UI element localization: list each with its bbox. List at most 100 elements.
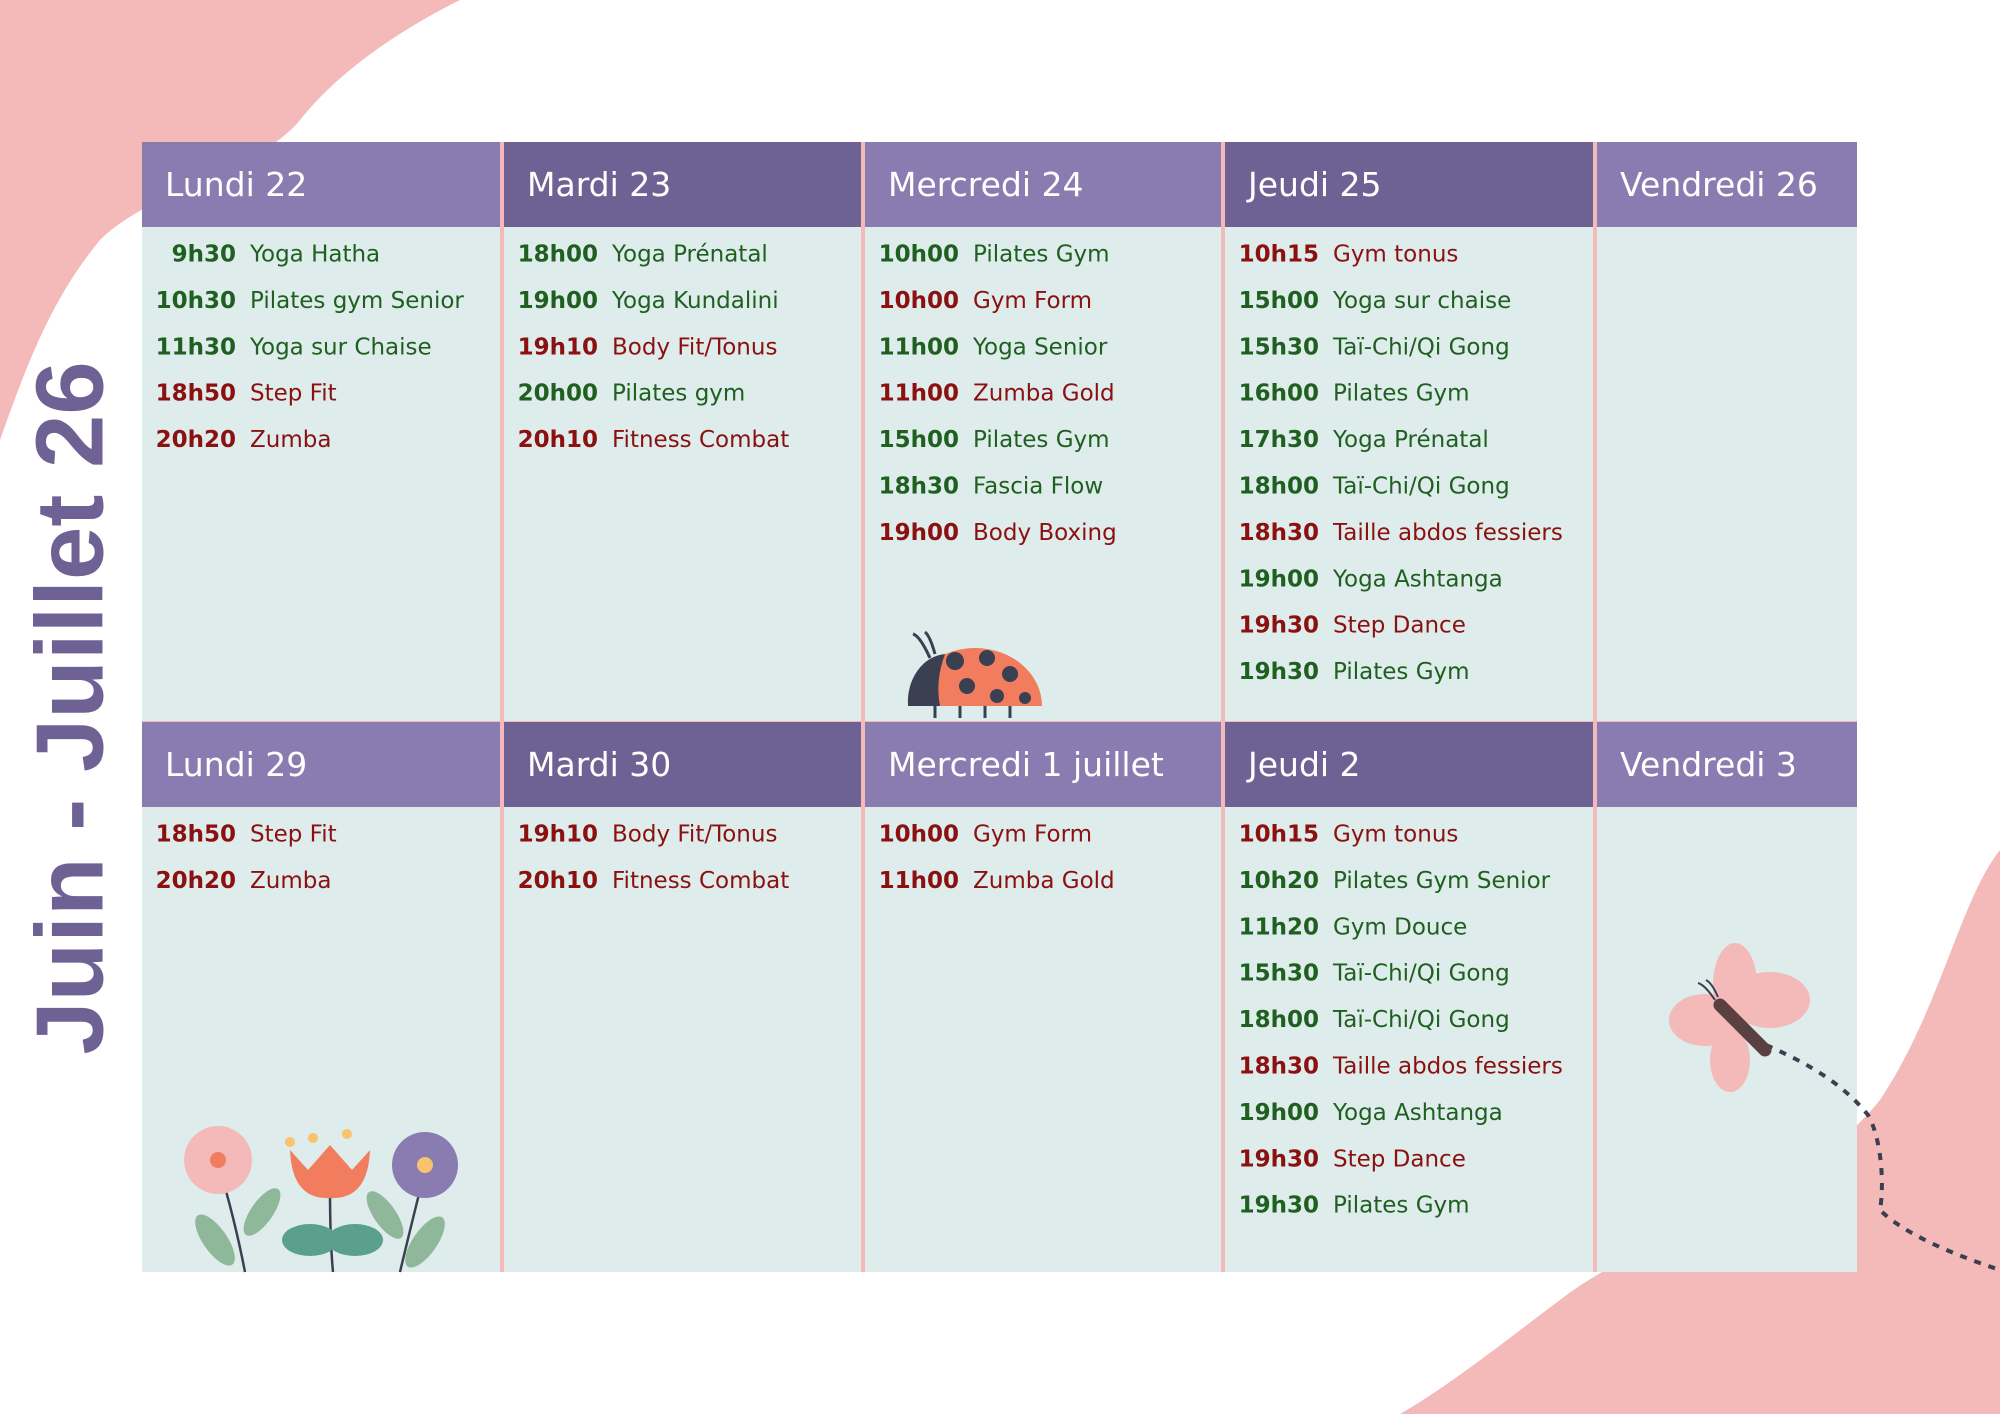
class-name: Yoga Prénatal — [1332, 427, 1489, 453]
grid: Lundi 22 9h30 Yoga Hatha 10h30 Pilates gym S… — [142, 142, 1857, 1272]
day-header: Mardi 30 — [527, 745, 671, 784]
class-time: 15h00 — [1239, 288, 1319, 314]
class-time: 18h50 — [156, 822, 236, 848]
class-time: 9h30 — [172, 242, 236, 268]
class-name: Fitness Combat — [612, 868, 789, 894]
class-name: Pilates Gym — [1333, 381, 1470, 407]
class-name: Yoga sur Chaise — [249, 334, 432, 360]
class-name: Pilates Gym — [1333, 659, 1470, 685]
day-header: Jeudi 2 — [1246, 745, 1361, 784]
class-name: Taille abdos fessiers — [1332, 520, 1563, 546]
class-name: Yoga Ashtanga — [1332, 566, 1503, 592]
class-time: 19h30 — [1239, 1193, 1319, 1219]
class-time: 11h00 — [879, 381, 959, 407]
class-name: Yoga Ashtanga — [1332, 1100, 1503, 1126]
day-body-bg — [142, 227, 500, 721]
class-time: 10h00 — [879, 822, 959, 848]
class-name: Gym Form — [973, 822, 1092, 848]
class-time: 19h00 — [879, 520, 959, 546]
class-time: 19h00 — [518, 288, 598, 314]
class-time: 10h15 — [1239, 242, 1319, 268]
class-name: Pilates Gym Senior — [1333, 868, 1551, 894]
day-header-bg — [142, 142, 500, 227]
class-name: Body Fit/Tonus — [612, 822, 777, 848]
class-time: 19h10 — [518, 822, 598, 848]
class-name: Pilates gym — [612, 381, 745, 407]
page-title: Juin - Juillet 26 — [16, 361, 123, 1055]
day-header: Lundi 29 — [165, 745, 307, 784]
class-name: Pilates Gym — [973, 242, 1110, 268]
day-header-bg — [504, 722, 861, 807]
class-name: Yoga sur chaise — [1332, 288, 1511, 314]
class-time: 11h20 — [1239, 914, 1319, 940]
class-time: 20h10 — [518, 427, 598, 453]
class-time: 20h20 — [156, 868, 236, 894]
class-name: Step Fit — [250, 822, 337, 848]
day-header: Vendredi 26 — [1620, 165, 1818, 204]
class-name: Step Dance — [1333, 613, 1466, 639]
class-time: 19h30 — [1239, 1146, 1319, 1172]
class-name: Fascia Flow — [973, 474, 1103, 500]
pink-blob — [0, 0, 460, 440]
class-time: 18h30 — [1239, 520, 1319, 546]
class-time: 19h00 — [1239, 1100, 1319, 1126]
class-name: Gym tonus — [1333, 822, 1458, 848]
day-header-bg — [504, 142, 861, 227]
class-time: 15h00 — [879, 427, 959, 453]
class-name: Pilates Gym — [1333, 1193, 1470, 1219]
class-time: 15h30 — [1239, 961, 1319, 987]
class-time: 10h20 — [1239, 868, 1319, 894]
class-time: 19h30 — [1239, 659, 1319, 685]
day-body-bg — [1225, 807, 1593, 1272]
day-header-bg — [1597, 722, 1857, 807]
ladybug — [907, 630, 1042, 718]
class-time: 18h30 — [879, 474, 959, 500]
day-header: Mardi 23 — [527, 165, 671, 204]
class-time: 15h30 — [1239, 334, 1319, 360]
class-time: 18h00 — [518, 242, 598, 268]
day-header-bg — [142, 722, 500, 807]
class-name: Step Fit — [250, 381, 337, 407]
class-time: 18h50 — [156, 381, 236, 407]
class-name: Yoga Hatha — [249, 242, 380, 268]
class-name: Gym Form — [973, 288, 1092, 314]
class-name: Zumba — [250, 427, 331, 453]
pink-blob — [1400, 850, 2000, 1414]
day-body-bg — [1225, 227, 1593, 721]
class-name: Taï-Chi/Qi Gong — [1332, 1007, 1510, 1033]
class-name: Pilates Gym — [973, 427, 1110, 453]
day-header: Vendredi 3 — [1620, 745, 1797, 784]
class-name: Zumba Gold — [973, 381, 1115, 407]
flowers — [184, 1126, 458, 1273]
class-name: Pilates gym Senior — [250, 288, 464, 314]
class-name: Yoga Kundalini — [611, 288, 779, 314]
day-body-bg — [1597, 227, 1857, 721]
class-name: Zumba Gold — [973, 868, 1115, 894]
class-name: Gym Douce — [1333, 914, 1467, 940]
class-name: Fitness Combat — [612, 427, 789, 453]
class-time: 10h30 — [156, 288, 236, 314]
butterfly — [1669, 943, 2000, 1272]
class-time: 20h10 — [518, 868, 598, 894]
class-time: 10h00 — [879, 242, 959, 268]
class-name: Taille abdos fessiers — [1332, 1054, 1563, 1080]
class-time: 20h20 — [156, 427, 236, 453]
class-time: 18h00 — [1239, 474, 1319, 500]
class-time: 17h30 — [1239, 427, 1319, 453]
class-time: 11h00 — [879, 334, 959, 360]
day-header: Lundi 22 — [165, 165, 307, 204]
class-time: 19h00 — [1239, 566, 1319, 592]
class-name: Zumba — [250, 868, 331, 894]
class-name: Taï-Chi/Qi Gong — [1332, 474, 1510, 500]
class-name: Body Fit/Tonus — [612, 334, 777, 360]
day-header-bg — [1225, 142, 1593, 227]
day-header-bg — [865, 722, 1221, 807]
class-time: 19h10 — [518, 334, 598, 360]
class-name: Yoga Senior — [972, 334, 1108, 360]
class-time: 16h00 — [1239, 381, 1319, 407]
class-time: 18h00 — [1239, 1007, 1319, 1033]
day-body-bg — [504, 227, 861, 721]
class-time: 11h00 — [879, 868, 959, 894]
